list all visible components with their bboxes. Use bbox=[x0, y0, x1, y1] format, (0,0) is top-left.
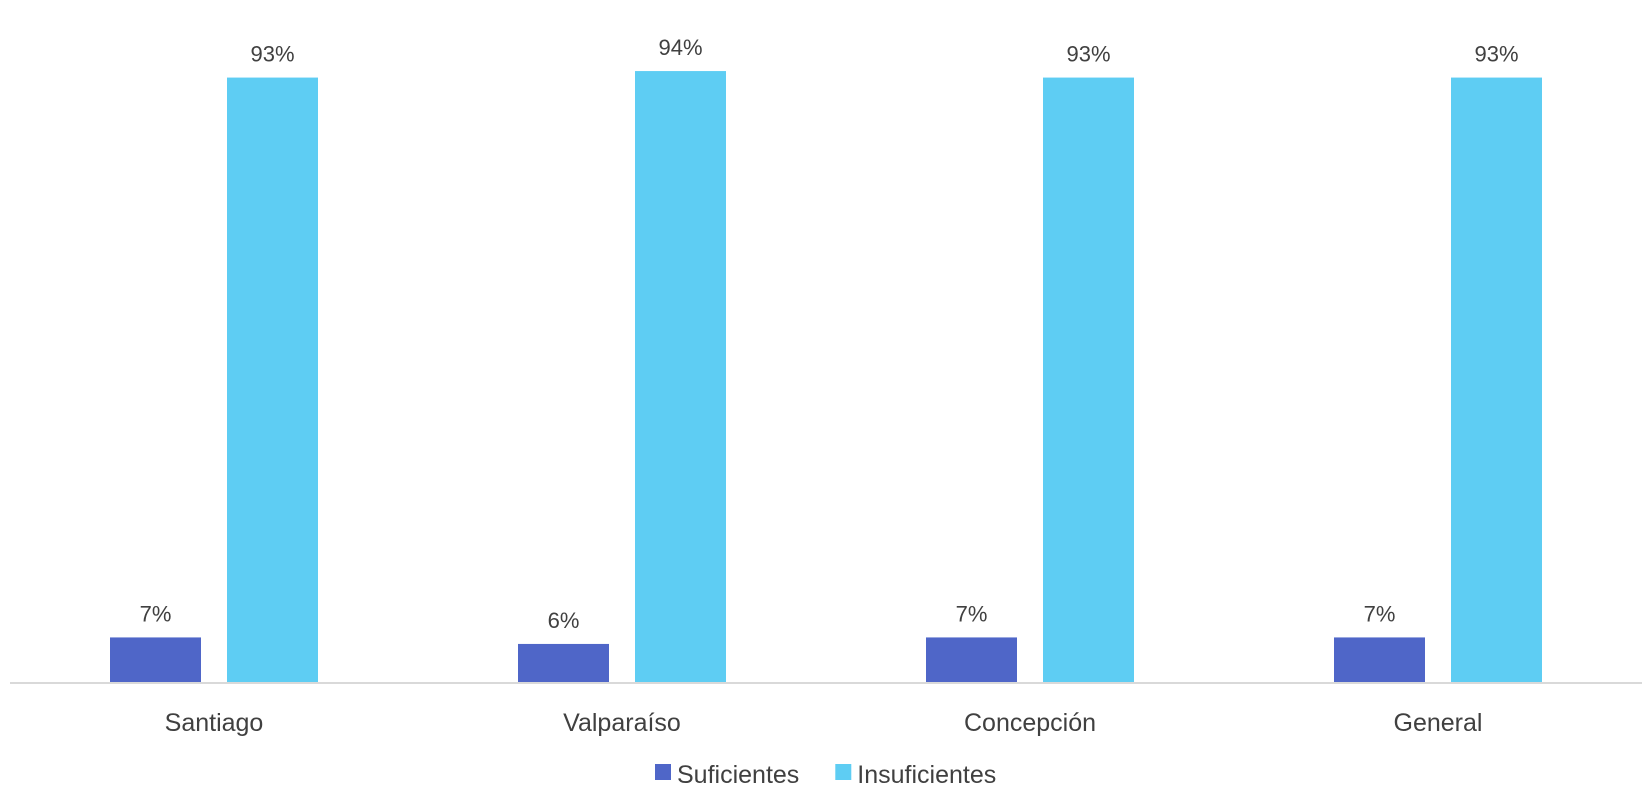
bars-group bbox=[110, 71, 1542, 683]
data-label-insuficientes-santiago: 93% bbox=[250, 42, 294, 67]
data-label-insuficientes-general: 93% bbox=[1474, 42, 1518, 67]
bar-suficientes-santiago bbox=[110, 637, 201, 683]
data-label-suficientes-concepcion: 7% bbox=[956, 601, 988, 626]
legend-label-insuficientes: Insuficientes bbox=[857, 761, 996, 789]
bar-insuficientes-general bbox=[1451, 77, 1542, 683]
x-tick-label-valparaiso: Valparaíso bbox=[563, 709, 681, 737]
legend: Suficientes Insuficientes bbox=[655, 761, 996, 789]
legend-label-suficientes: Suficientes bbox=[677, 761, 799, 789]
bar-insuficientes-valparaiso bbox=[635, 71, 726, 683]
x-tick-labels-group: Santiago Valparaíso Concepción General bbox=[165, 709, 1483, 737]
data-labels-group: 7% 93% 6% 94% 7% 93% 7% 93% bbox=[140, 35, 1519, 633]
bar-insuficientes-santiago bbox=[227, 77, 318, 683]
legend-swatch-insuficientes bbox=[835, 764, 852, 780]
bar-suficientes-concepcion bbox=[926, 637, 1017, 683]
data-label-suficientes-general: 7% bbox=[1364, 601, 1396, 626]
x-tick-label-general: General bbox=[1394, 709, 1483, 737]
data-label-suficientes-santiago: 7% bbox=[140, 601, 172, 626]
bar-insuficientes-concepcion bbox=[1043, 77, 1134, 683]
bar-suficientes-valparaiso bbox=[518, 643, 609, 683]
x-tick-label-concepcion: Concepción bbox=[964, 709, 1096, 737]
data-label-insuficientes-concepcion: 93% bbox=[1066, 42, 1110, 67]
x-tick-label-santiago: Santiago bbox=[165, 709, 264, 737]
data-label-insuficientes-valparaiso: 94% bbox=[658, 35, 702, 60]
data-label-suficientes-valparaiso: 6% bbox=[548, 608, 580, 633]
legend-swatch-suficientes bbox=[655, 764, 671, 780]
bar-suficientes-general bbox=[1334, 637, 1425, 683]
